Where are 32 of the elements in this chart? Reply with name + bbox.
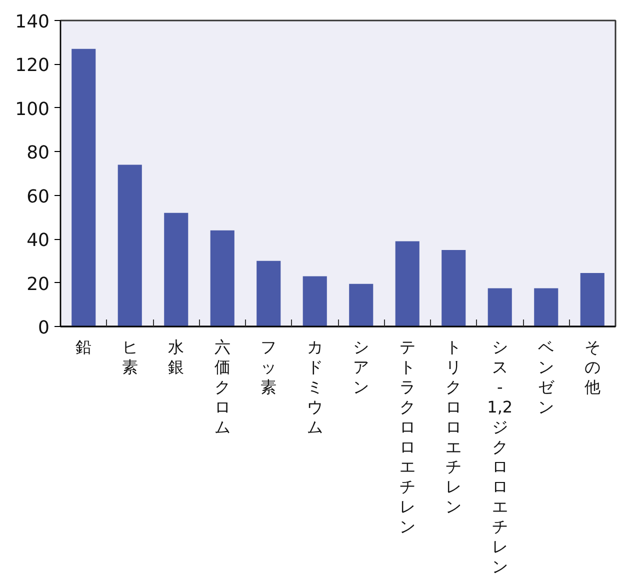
bar (256, 260, 281, 326)
x-tick-label: フッ素 (260, 338, 277, 396)
bar (488, 288, 512, 326)
x-tick-label: ベンゼン (538, 338, 556, 416)
x-tick-label: その他 (584, 338, 600, 396)
x-tick-label: シアン (353, 338, 370, 396)
bar (118, 164, 142, 326)
y-tick-label: 120 (15, 55, 50, 76)
x-tick-label: 六価クロム (214, 338, 230, 436)
y-tick-label: 40 (26, 230, 50, 252)
y-tick-label: 20 (26, 274, 50, 295)
x-tick-label: カドミウム (306, 338, 323, 436)
category-label: テトラクロロエチレン (399, 338, 416, 536)
y-tick-label: 140 (15, 12, 50, 32)
bar (349, 284, 374, 326)
category-label: シス-1,2ジクロロエチレン (487, 338, 513, 576)
x-tick-label: ヒ素 (122, 338, 138, 376)
bar (442, 250, 466, 326)
bar (302, 276, 327, 326)
bar (164, 212, 188, 326)
y-tick-label: 100 (15, 98, 50, 120)
x-tick-label: 鉛 (76, 338, 92, 356)
bar (210, 230, 234, 326)
bar (395, 241, 420, 326)
x-tick-label: 水銀 (168, 338, 184, 376)
y-tick-label: 0 (38, 318, 50, 338)
bar (72, 48, 96, 326)
y-tick-label: 60 (26, 186, 50, 208)
y-tick-label: 80 (26, 142, 50, 164)
category-label: トリクロロエチレン (446, 338, 462, 516)
bar (534, 288, 558, 326)
bar (580, 272, 604, 326)
